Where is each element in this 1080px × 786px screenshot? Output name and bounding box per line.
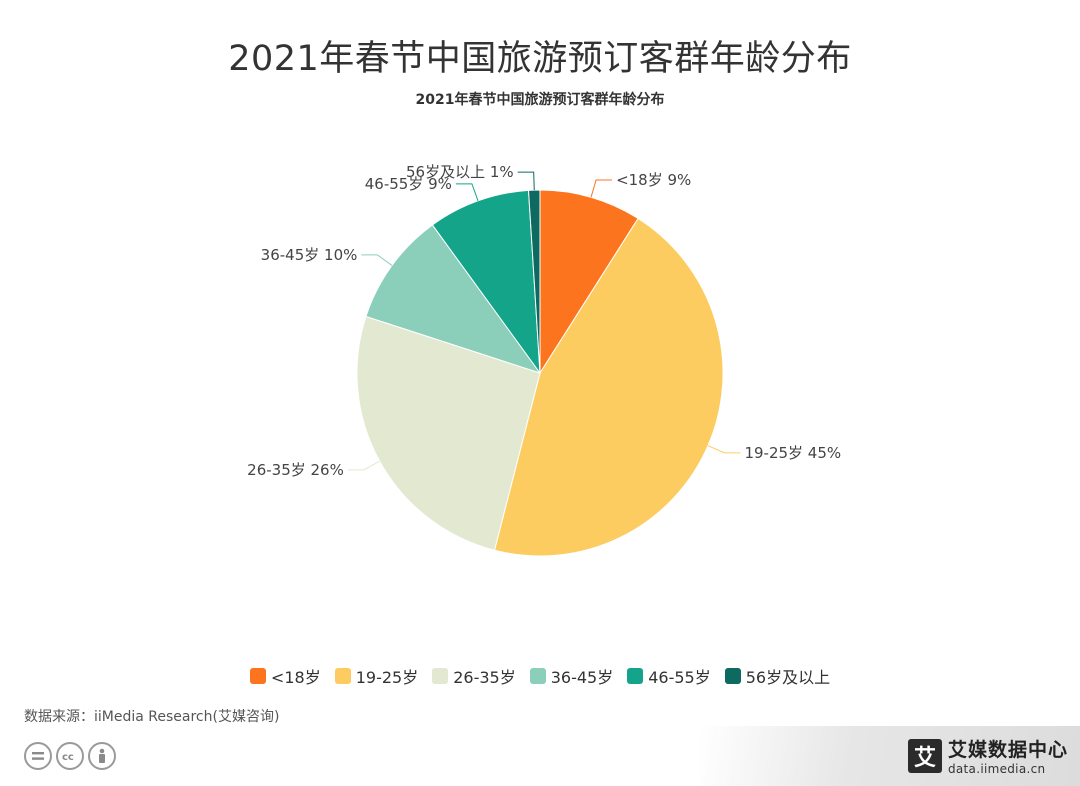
license-icons: cc [24,742,116,770]
slice-data-label: 26-35岁 26% [247,461,344,479]
legend-swatch [724,668,741,684]
legend-label: 19-25岁 [355,668,419,687]
brand-name: 艾媒数据中心 [947,739,1068,761]
chart-legend: <18岁 19-25岁 26-35岁 36-45岁 46-55岁 56岁及以上 [0,664,1080,688]
legend-swatch [627,668,644,684]
legend-label: 46-55岁 [648,668,711,687]
cc-icon: cc [56,742,84,770]
brand-url: data.iimedia.cn [947,762,1046,776]
label-leader-line [707,445,741,454]
legend-item-46-55[interactable]: 46-55岁 [627,664,711,688]
legend-label: 36-45岁 [550,668,614,687]
legend-item-19-25[interactable]: 19-25岁 [334,664,419,688]
page-title: 2021年春节中国旅游预订客群年龄分布 [228,39,852,79]
legend-item-36-45[interactable]: 36-45岁 [529,664,614,688]
legend-label: 56岁及以上 [745,668,831,687]
person-icon [88,742,116,770]
slice-data-label: 46-55岁 9% [365,175,452,193]
brand: 艾 艾媒数据中心 data.iimedia.cn [907,735,1068,776]
slice-data-label: 36-45岁 10% [261,246,358,264]
pie-slice-under-18[interactable] [539,189,639,375]
legend-item-under-18[interactable]: <18岁 [249,664,321,688]
legend-label: 26-35岁 [453,668,516,687]
data-source: 数据来源：iiMedia Research(艾媒咨询) [24,709,280,725]
pie-slice-26-35[interactable] [356,315,541,551]
label-leader-line [455,183,479,201]
pie-slice-36-45[interactable] [365,224,542,374]
slice-data-label: 19-25岁 45% [744,444,841,462]
label-leader-line [361,254,393,266]
svg-text:cc: cc [62,752,74,762]
legend-swatch [249,668,266,684]
label-leader-line [517,171,535,191]
equals-icon [24,742,52,770]
label-leader-line [590,179,613,198]
slice-data-label: 56岁及以上 1% [406,163,514,181]
legend-item-56-plus[interactable]: 56岁及以上 [724,664,831,688]
slice-data-label: <18岁 9% [616,171,691,189]
brand-logo: 艾 [907,738,942,773]
legend-swatch [432,668,449,684]
legend-swatch [334,668,351,684]
legend-item-26-35[interactable]: 26-35岁 [432,664,516,688]
brand-band [700,726,1080,786]
label-leader-line [347,460,380,471]
chart-title: 2021年春节中国旅游预订客群年龄分布 [415,92,665,108]
legend-swatch [529,668,546,684]
legend-label: <18岁 [270,668,321,687]
